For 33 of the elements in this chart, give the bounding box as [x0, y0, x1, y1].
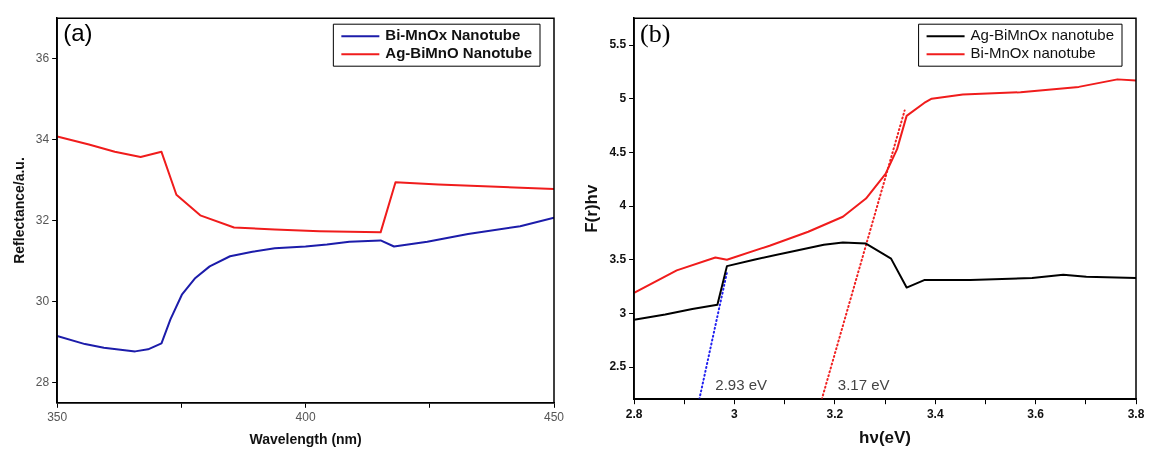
x-tick-label: 400	[295, 410, 316, 425]
y-tick-label: 36	[35, 51, 50, 65]
legend-label: Bi-MnOx nanotube	[970, 44, 1096, 62]
y-tick-label: 5.5	[609, 37, 627, 52]
x-tick-label: 3.6	[1027, 406, 1045, 421]
legend-label: Ag-BiMnOx nanotube	[970, 26, 1115, 44]
y-tick-label: 32	[35, 212, 50, 227]
x-axis-title: hν(eV)	[859, 428, 912, 448]
x-tick-label: 350	[47, 410, 68, 425]
x-tick-label: 3.8	[1127, 406, 1145, 421]
chart-title: (b)	[640, 19, 671, 49]
annotation: 2.93 eV	[715, 375, 768, 393]
x-tick-label: 450	[543, 410, 565, 425]
y-tick-label: 2.5	[609, 359, 627, 374]
x-tick-label: 3.2	[826, 406, 844, 421]
y-tick-label: 30	[35, 293, 50, 308]
y-tick-label: 4.5	[609, 144, 627, 159]
x-tick-label: 2.8	[625, 406, 643, 421]
legend-label: Ag-BiMnO Nanotube	[385, 44, 533, 62]
legend-label: Bi-MnOx Nanotube	[385, 26, 521, 44]
y-tick-label: 3	[619, 305, 627, 320]
y-tick-label: 28	[35, 374, 50, 389]
chart-title: (a)	[63, 18, 93, 46]
x-tick-label: 3.4	[926, 406, 944, 421]
x-tick-label: 3	[731, 406, 739, 421]
annotation: 3.17 eV	[837, 375, 890, 393]
x-axis-title: Wavelength (nm)	[249, 431, 362, 448]
y-tick-label: 3.5	[609, 251, 627, 266]
y-axis-title: Reflectance/a.u.	[11, 157, 28, 264]
y-tick-label: 34	[35, 131, 50, 146]
y-tick-label: 5	[619, 91, 627, 106]
y-axis-title: F(r)hv	[581, 184, 601, 233]
y-tick-label: 4	[619, 198, 627, 213]
